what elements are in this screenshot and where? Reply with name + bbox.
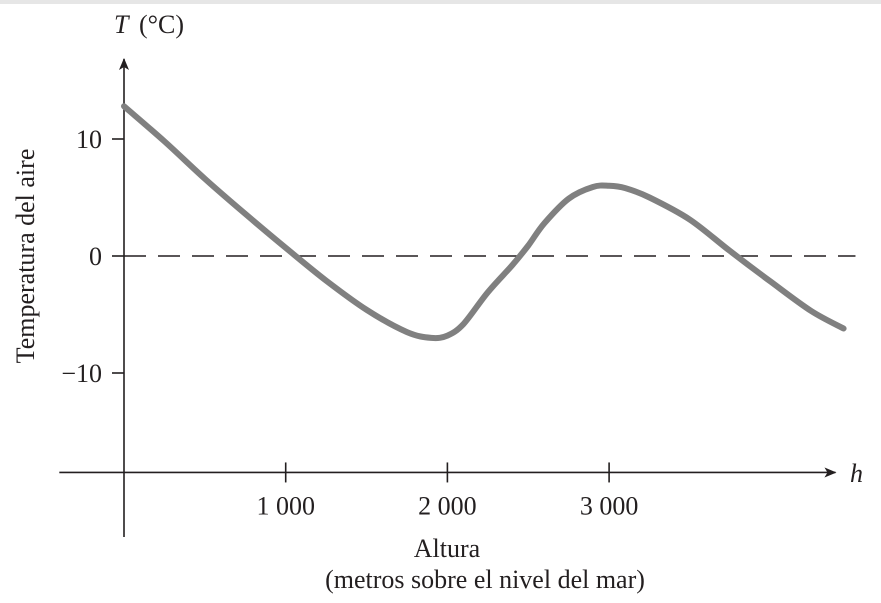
x-tick-label: 3 000	[580, 491, 639, 520]
y-tick-label: −10	[61, 359, 102, 388]
x-axis-label-sub: (metros sobre el nivel del mar)	[325, 565, 645, 594]
x-axis-label: Altura	[414, 534, 481, 563]
x-axis-symbol: h	[850, 459, 863, 488]
x-ticks: 1 000 2 000 3 000	[256, 462, 638, 520]
top-border	[0, 0, 881, 4]
temperature-curve	[121, 103, 847, 342]
y-ticks: 10 0 −10	[61, 125, 124, 388]
y-axis-unit: (°C)	[139, 10, 184, 39]
y-axis-symbol: T	[114, 10, 130, 39]
x-tick-label: 2 000	[418, 491, 477, 520]
y-tick-label: 0	[89, 242, 102, 271]
y-axis-title: T (°C)	[114, 10, 184, 39]
x-tick-label: 1 000	[256, 491, 315, 520]
y-axis-label: Temperatura del aire	[11, 149, 40, 364]
y-tick-label: 10	[76, 125, 102, 154]
